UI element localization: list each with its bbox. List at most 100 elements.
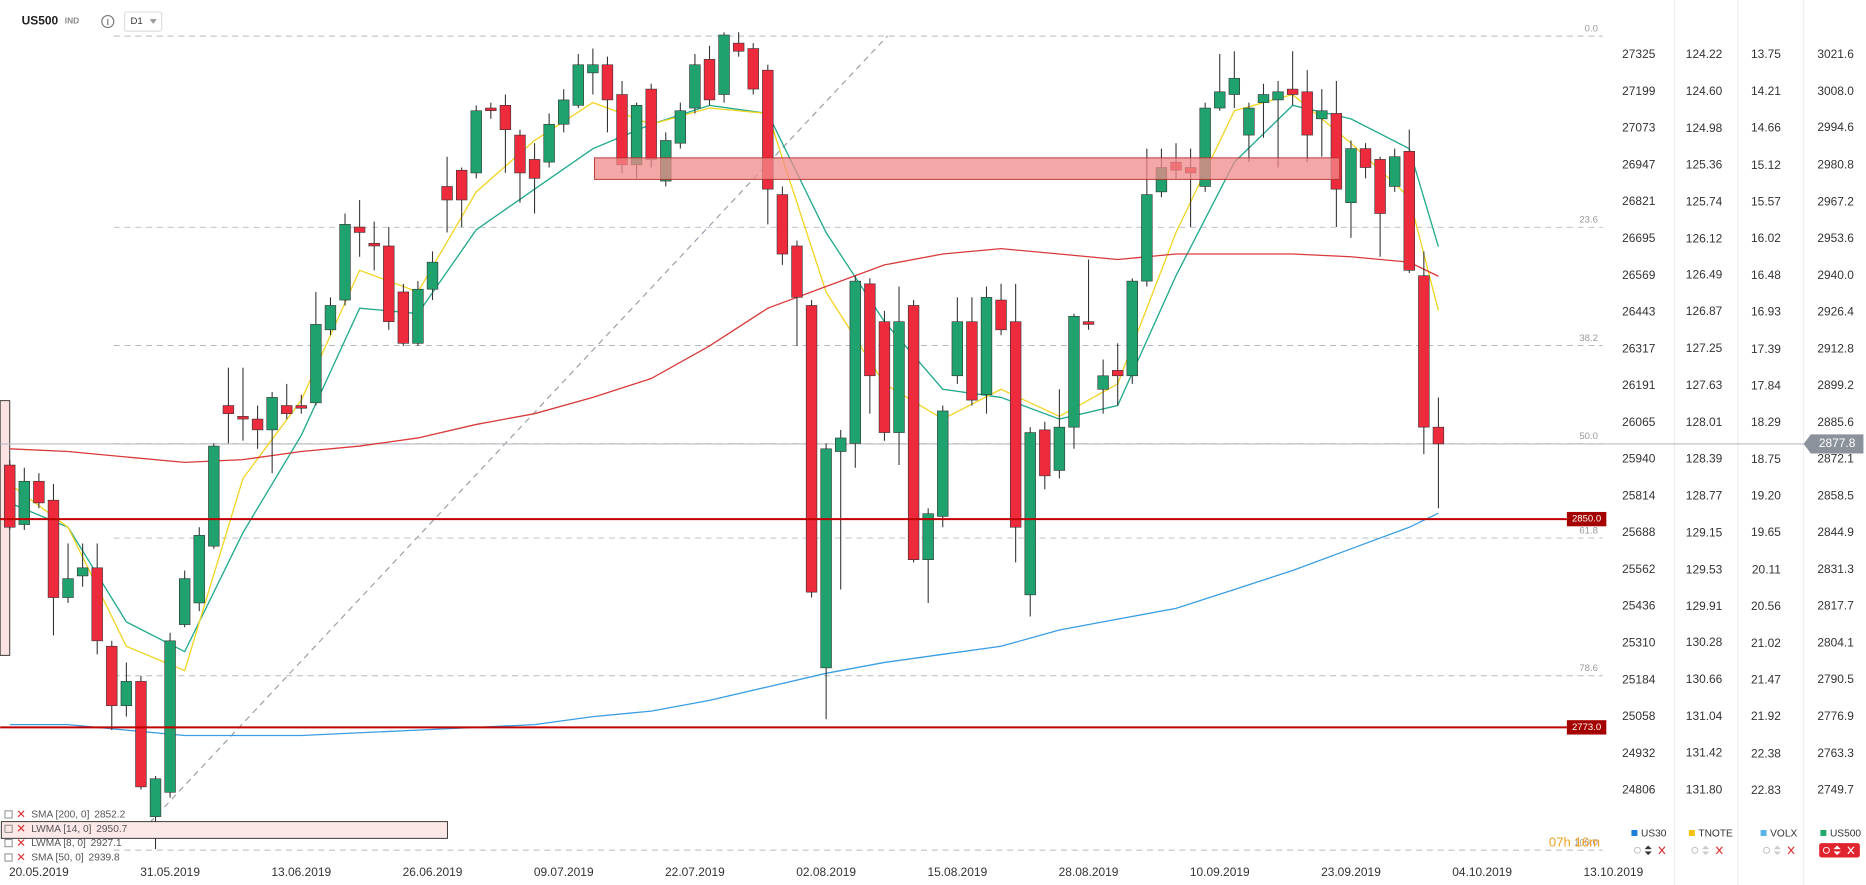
axis-tick-label: 22.83 [1751, 783, 1781, 797]
candle-countdown: 07h 16m [1549, 835, 1600, 850]
axis-tick-label: 20.11 [1752, 562, 1781, 576]
drawn-zone[interactable] [0, 400, 11, 656]
candle-body [674, 110, 687, 144]
candle-body [295, 405, 307, 409]
candle-body [864, 283, 876, 377]
axis-tick-label: 16.02 [1751, 231, 1781, 245]
legend-eye[interactable] [1633, 846, 1641, 854]
axis-tick-label: 26947 [1622, 157, 1656, 171]
candle-body [528, 159, 541, 179]
y-tick-label: 2912.8 [1817, 341, 1854, 355]
fib-label: 23.6 [1579, 215, 1598, 226]
legend-icon [4, 839, 13, 848]
timeframe-select[interactable] [123, 11, 163, 32]
axis-tick-label: 16.93 [1751, 305, 1781, 319]
candle-body [324, 305, 337, 331]
candle-body [208, 445, 220, 547]
y-tick-label: 2926.4 [1817, 305, 1854, 319]
candle-body [339, 224, 351, 301]
legend-value: 2927.1 [91, 838, 122, 849]
y-tick-label: 3008.0 [1817, 84, 1854, 98]
candle-body [835, 437, 847, 452]
y-tick-label: 2899.2 [1817, 378, 1854, 392]
legend-icon [4, 810, 13, 819]
legend-swatch [1760, 829, 1767, 836]
candle-body [266, 397, 278, 431]
candle-body [630, 105, 643, 166]
axis-tick-label: 21.02 [1751, 636, 1781, 650]
x-tick-label: 22.07.2019 [665, 865, 725, 879]
axis-tick-label: 25184 [1622, 672, 1656, 686]
axis-tick-label: 127.25 [1686, 341, 1723, 355]
level-tag [1566, 720, 1607, 735]
axis-tick-label: 20.56 [1751, 599, 1781, 613]
legend-eye[interactable] [1691, 846, 1699, 854]
axis-tick-label: 25436 [1622, 599, 1656, 613]
y-tick-label: 2872.1 [1817, 452, 1854, 466]
axis-tick-label: 19.65 [1751, 525, 1781, 539]
resistance-zone[interactable] [594, 157, 1341, 180]
candle-body [1243, 107, 1255, 136]
candle-body [747, 48, 759, 90]
symbol[interactable]: US500 [22, 14, 59, 28]
axis-tick-label: 15.57 [1751, 194, 1781, 208]
candle-body [703, 59, 716, 101]
axis-tick-label: 26821 [1622, 194, 1656, 208]
candle-body [178, 578, 191, 625]
candle-body [1316, 110, 1328, 120]
legend-remove [1847, 846, 1855, 855]
candle-body [1068, 315, 1080, 428]
candle-body [1286, 88, 1299, 95]
axis-tick-label: 124.98 [1686, 121, 1723, 135]
legend-value: 2852.2 [94, 809, 125, 820]
x-tick-label: 15.08.2019 [927, 865, 987, 879]
candle-body [120, 681, 133, 707]
candle-body [33, 480, 45, 504]
axis-tick-label: 127.63 [1686, 378, 1723, 392]
legend-name: SMA [200, 0] [31, 809, 89, 820]
candle-body [76, 567, 89, 577]
legend-label: US30 [1641, 828, 1667, 839]
axis-tick-label: 128.39 [1686, 452, 1723, 466]
fib-label: 38.2 [1579, 333, 1598, 344]
legend-name: SMA [50, 0] [31, 852, 84, 863]
candle-body [164, 640, 176, 793]
candle-body [91, 567, 103, 642]
x-tick-label: 20.05.2019 [9, 865, 69, 879]
axis-tick-label: 126.87 [1686, 304, 1723, 318]
legend-remove [1787, 846, 1795, 855]
candle-body [1126, 280, 1138, 377]
legend-remove [17, 839, 25, 846]
legend-remove [17, 810, 25, 818]
y-tick-label: 2885.6 [1817, 415, 1854, 429]
candle-body [47, 499, 60, 598]
legend-name: LWMA [8, 0] [31, 838, 86, 849]
candle-body [1359, 148, 1372, 168]
candle-body [514, 134, 526, 174]
info-icon[interactable] [101, 14, 115, 29]
legend-move [1701, 845, 1710, 856]
y-tick-label: 2858.5 [1817, 488, 1854, 502]
axis-tick-label: 25058 [1622, 709, 1656, 723]
axis-tick-label: 14.21 [1751, 84, 1781, 98]
candle-body [1112, 370, 1124, 377]
candle-body [878, 321, 891, 433]
legend-entry: LWMA [14, 0] 2950.7 [31, 823, 127, 834]
x-tick-label: 26.06.2019 [403, 865, 463, 879]
y-tick-label: 2763.3 [1817, 746, 1854, 760]
legend-eye[interactable] [1822, 846, 1830, 854]
legend-eye[interactable] [1763, 846, 1771, 854]
price-tag-label: 2877.8 [1819, 436, 1856, 450]
candle-body [149, 778, 162, 817]
candle-body [426, 261, 439, 290]
fib-label: 100.0 [1574, 838, 1598, 849]
axis-tick-label: 27073 [1622, 121, 1656, 135]
axis-tick-label: 25940 [1622, 451, 1656, 465]
candle-body [966, 321, 978, 401]
candle-body [1141, 194, 1153, 282]
fib-label: 78.6 [1579, 663, 1598, 674]
candle-body [1257, 94, 1270, 103]
x-tick-label: 04.10.2019 [1452, 865, 1512, 879]
